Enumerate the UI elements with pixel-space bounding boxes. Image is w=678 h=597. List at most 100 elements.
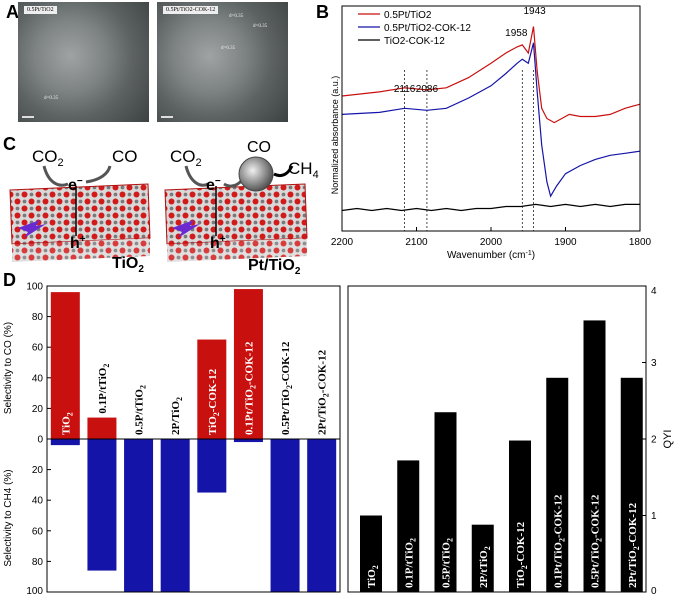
ch4-selectivity-bar bbox=[307, 439, 337, 592]
tem-image-2: 0.5Pt/TiO2-COK-12 d=0.35 d=0.35 d=0.35 bbox=[157, 2, 288, 122]
panel-label-a: A bbox=[6, 2, 19, 22]
co2-label: CO2 bbox=[170, 147, 202, 169]
qyi-bar bbox=[620, 377, 643, 592]
y-ticks: 0 1 2 3 4 bbox=[642, 285, 657, 597]
x-tick-label: 1900 bbox=[554, 237, 577, 248]
qyi-bar bbox=[546, 377, 569, 592]
ch4-selectivity-bar bbox=[270, 439, 300, 592]
y-tick-label: 60 bbox=[32, 343, 44, 354]
hole-label: h+ bbox=[70, 234, 86, 252]
series-line bbox=[341, 42, 641, 198]
category-label: 2Pt/TiO2-COK-12 bbox=[627, 502, 641, 588]
reduction-arrow bbox=[184, 165, 209, 187]
x-ticks: 2200 2100 2000 1900 1800 bbox=[331, 227, 652, 248]
series-group bbox=[341, 26, 641, 212]
qyi-chart: 0 1 2 3 4 QYI TiO2 0.1P/tTiO2 0.5P/tTiO2 2P/tTi… bbox=[347, 285, 674, 597]
category-label: 0.5Pt/TiO2-COK-12 bbox=[280, 341, 294, 435]
panel-label-d: D bbox=[3, 270, 16, 290]
co-selectivity-bar bbox=[197, 339, 227, 439]
y-tick-label: 2 bbox=[651, 435, 657, 446]
ch4-label: CH4 bbox=[288, 159, 319, 181]
category-label: 0.5Pt/TiO2-COK-12 bbox=[590, 494, 604, 588]
qyi-bar bbox=[434, 412, 457, 592]
pt-nanoparticle-icon bbox=[238, 156, 274, 192]
selectivity-chart: Selectivity to CO (%) Selectivity to CH4… bbox=[3, 282, 341, 597]
series-line bbox=[341, 203, 640, 212]
light-icon bbox=[18, 220, 46, 238]
bars bbox=[360, 320, 643, 592]
d-spacing-label: d=0.35 bbox=[229, 14, 244, 19]
y-tick-label: 0 bbox=[651, 586, 657, 597]
bars bbox=[50, 289, 337, 592]
legend-label: 0.5Pt/TiO2 bbox=[384, 10, 432, 21]
peak-label: 1958 bbox=[505, 28, 528, 39]
y-tick-label: 60 bbox=[32, 526, 44, 537]
y-tick-label: 0 bbox=[37, 435, 43, 446]
category-label: 2P/TiO2 bbox=[170, 397, 184, 435]
category-labels: TiO2 0.1P/tTiO2 0.5P/tTiO2 2P/tTiO2 TiO2-COK… bbox=[366, 494, 641, 588]
guide-lines bbox=[404, 70, 534, 231]
d-spacing-label: d=0.35 bbox=[221, 46, 236, 51]
pt-tio2-slab-side bbox=[167, 238, 307, 262]
y-axis-label-ch4: Selectivity to CH4 (%) bbox=[3, 469, 14, 566]
y-tick-label: 100 bbox=[26, 282, 43, 293]
ch4-selectivity-bar bbox=[160, 439, 190, 592]
category-label: 0.5P/tTiO2 bbox=[134, 385, 148, 435]
qyi-bar bbox=[471, 524, 494, 592]
y-axis-label: Normalized absorbance (a.u.) bbox=[330, 76, 340, 195]
product-arrow bbox=[85, 165, 112, 184]
tio2-slab-side bbox=[12, 238, 150, 262]
light-icon bbox=[172, 220, 200, 238]
x-tick-label: 2000 bbox=[480, 237, 503, 248]
d-spacing-label: d=0.35 bbox=[253, 24, 268, 29]
y-tick-label: 1 bbox=[651, 511, 657, 522]
ch4-selectivity-bar bbox=[124, 439, 154, 592]
pt-tio2-caption: Pt/TiO2 bbox=[248, 257, 301, 276]
ftir-chart: Normalized absorbance (a.u.) 2200 2100 200… bbox=[330, 5, 652, 262]
y-tick-label: 100 bbox=[26, 586, 43, 597]
x-tick-label: 1800 bbox=[629, 237, 652, 248]
category-label: TiO2 bbox=[366, 565, 380, 588]
y-axis-label-co: Selectivity to CO (%) bbox=[3, 322, 14, 414]
category-label: 0.1P/tTiO2 bbox=[97, 364, 111, 414]
mechanism-scheme: CO2 CO e− h+ TiO2 CO2 CO CH4 e− h+ Pt/Ti… bbox=[9, 139, 319, 276]
legend: 0.5Pt/TiO2 0.5Pt/TiO2-COK-12 TiO2-COK-12 bbox=[358, 10, 471, 47]
ch4-arrow bbox=[273, 165, 294, 178]
ch4-selectivity-bar bbox=[87, 439, 117, 571]
tem-caption-2: 0.5Pt/TiO2-COK-12 bbox=[163, 6, 219, 14]
co2-label: CO2 bbox=[32, 147, 64, 169]
x-tick-label: 2100 bbox=[405, 237, 428, 248]
legend-label: 0.5Pt/TiO2-COK-12 bbox=[384, 23, 471, 34]
pt-tio2-slab bbox=[164, 183, 308, 245]
qyi-bar bbox=[583, 320, 606, 592]
tio2-caption: TiO2 bbox=[112, 255, 144, 275]
y-tick-label: 20 bbox=[32, 465, 44, 476]
co-selectivity-bar bbox=[87, 417, 117, 439]
y-tick-label: 20 bbox=[32, 404, 44, 415]
y-tick-label: 3 bbox=[651, 358, 657, 369]
tem-image-1: 0.5Pt/TiO2 d=0.35 bbox=[18, 2, 149, 122]
ch4-selectivity-bar bbox=[233, 439, 263, 443]
scale-bar bbox=[161, 116, 173, 118]
x-axis-label: Wavenumber (cm-1) bbox=[447, 250, 535, 262]
category-labels: TiO2 0.1P/tTiO2 0.5P/tTiO2 2P/TiO2 TiO2-COK-… bbox=[60, 341, 330, 435]
co-label: CO bbox=[112, 147, 138, 166]
peak-label: 2116 bbox=[394, 84, 416, 95]
hole-label: h+ bbox=[210, 234, 226, 252]
panel-label-c: C bbox=[3, 134, 16, 154]
category-label: TiO2-COK-12 bbox=[207, 368, 221, 435]
y-tick-label: 80 bbox=[32, 557, 44, 568]
y-axis-label: QYI bbox=[662, 430, 674, 449]
y-tick-label: 40 bbox=[32, 373, 44, 384]
category-label: TiO2-COK-12 bbox=[515, 521, 529, 588]
electron-label: e− bbox=[206, 176, 221, 194]
reduction-arrow bbox=[42, 165, 69, 187]
peak-label: 2086 bbox=[416, 84, 439, 95]
category-label: 0.1Pt/TiO2-COK-12 bbox=[552, 494, 566, 588]
tem-caption-1: 0.5Pt/TiO2 bbox=[24, 6, 57, 14]
peak-label: 1943 bbox=[523, 6, 546, 17]
category-label: 2Pt/TiO2-COK-12 bbox=[317, 349, 331, 435]
electron-label: e− bbox=[68, 176, 83, 194]
legend-label: TiO2-COK-12 bbox=[384, 36, 445, 47]
qyi-bar bbox=[360, 515, 382, 592]
